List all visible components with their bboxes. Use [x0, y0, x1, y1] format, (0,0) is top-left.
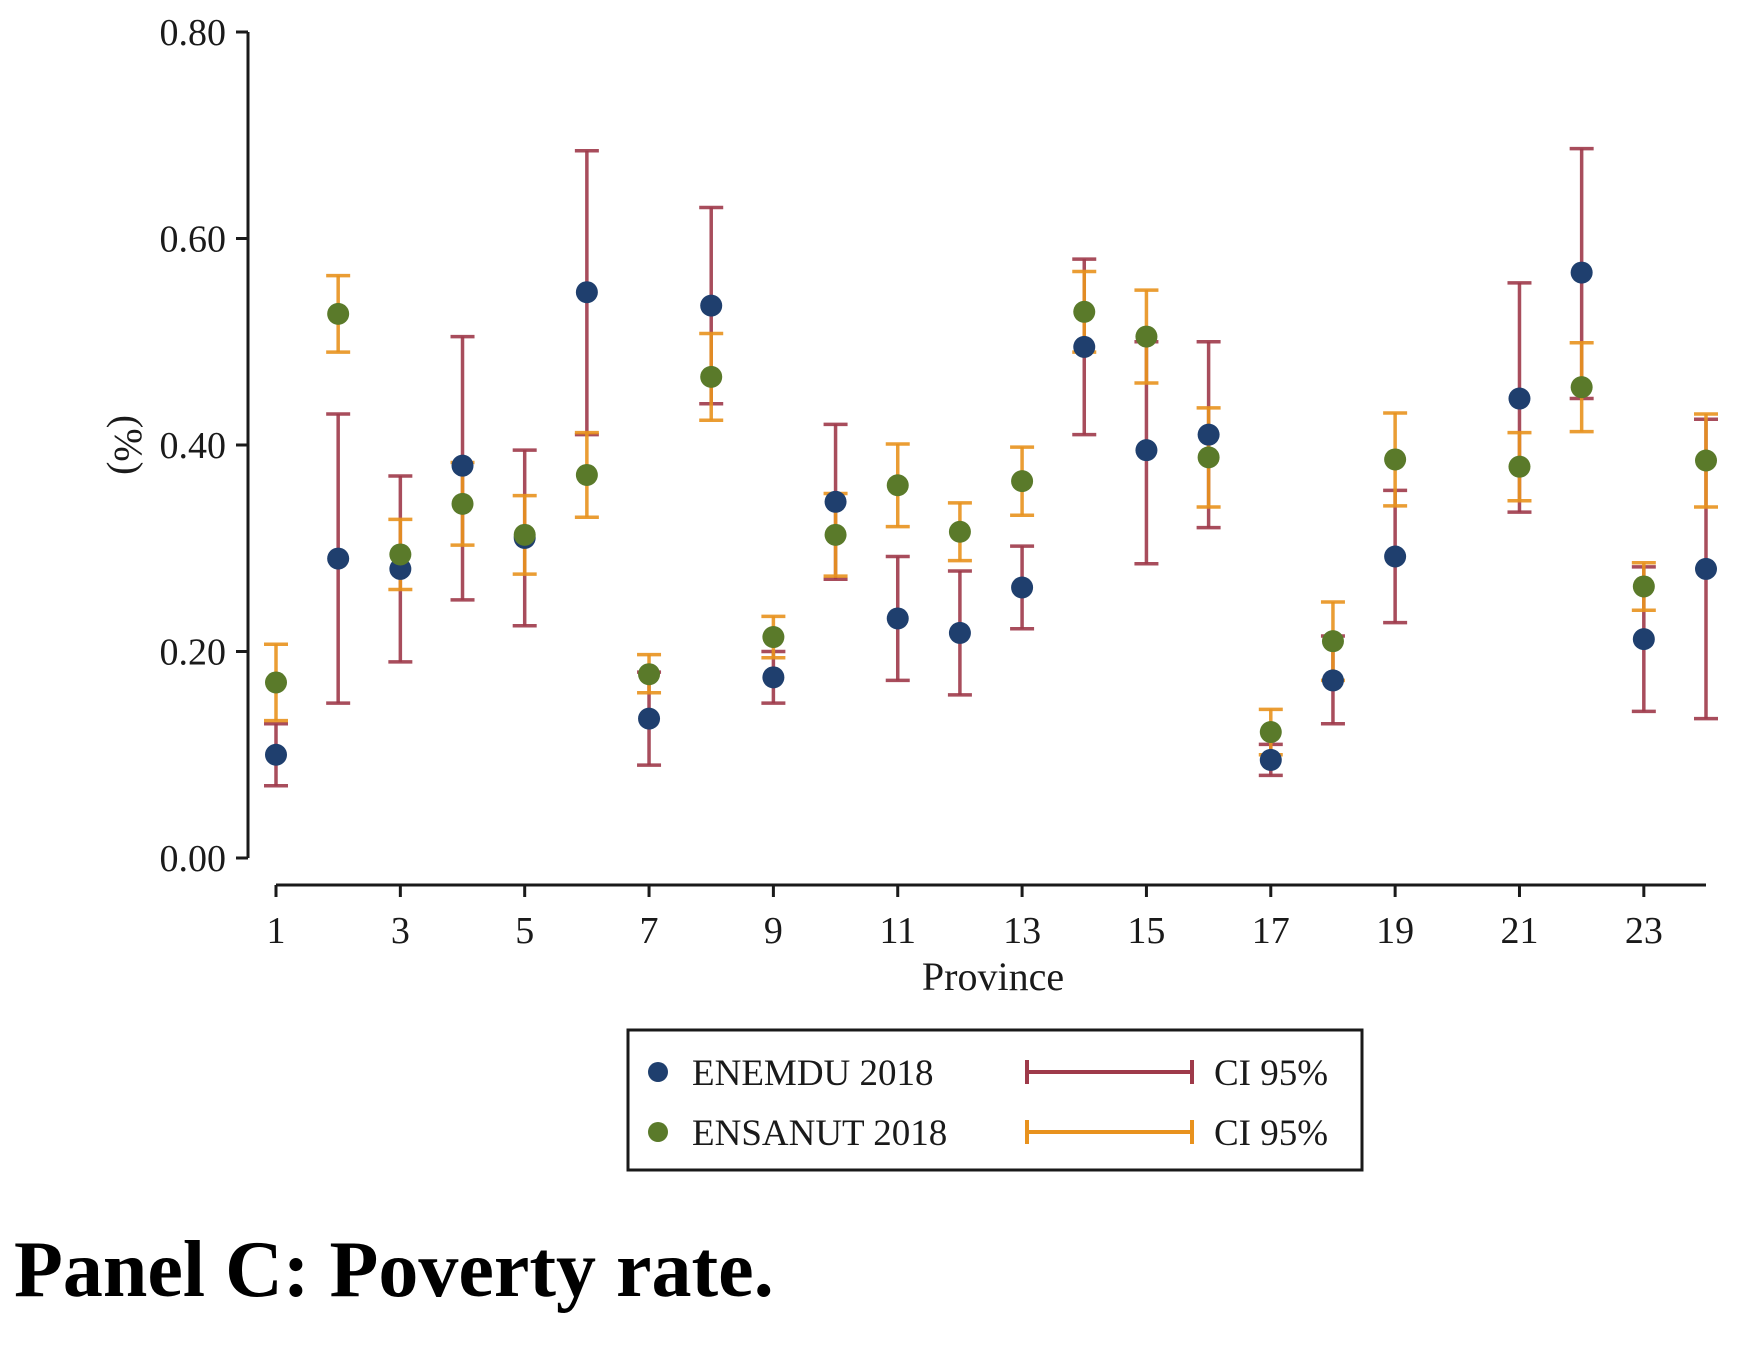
x-axis-label: Province [922, 954, 1064, 999]
x-ticks: 1 3 5 7 9 11 13 15 17 19 21 23 [267, 885, 1663, 952]
legend-marker-enemdu [648, 1062, 668, 1082]
y-tick-label: 0.40 [160, 425, 227, 467]
point-enemdu [1321, 669, 1344, 692]
x-tick-label: 19 [1376, 910, 1414, 952]
point-ensanut [1695, 449, 1717, 472]
point-enemdu [265, 743, 287, 766]
point-enemdu [1695, 557, 1717, 580]
point-ensanut [762, 626, 785, 649]
point-ensanut [948, 520, 971, 543]
legend-ci-label-enemdu: CI 95% [1214, 1053, 1328, 1094]
point-enemdu [327, 547, 350, 570]
point-enemdu [575, 281, 598, 304]
x-tick-label: 9 [764, 910, 783, 952]
figure-caption: Panel C: Poverty rate. [14, 1226, 774, 1314]
legend-ci-enemdu [1025, 1060, 1194, 1084]
point-enemdu [1508, 387, 1531, 410]
point-ensanut [389, 543, 412, 566]
x-tick-label: 5 [515, 910, 534, 952]
x-tick-label: 13 [1003, 910, 1041, 952]
point-enemdu [1632, 628, 1655, 651]
point-enemdu [886, 607, 909, 630]
point-ensanut [886, 474, 909, 497]
x-tick-label: 17 [1252, 910, 1290, 952]
legend: ENEMDU 2018 CI 95% ENSANUT 2018 CI 95% [626, 1028, 1364, 1172]
x-tick-label: 21 [1500, 910, 1538, 952]
point-enemdu [1197, 423, 1220, 446]
y-ticks: 0.00 0.20 0.40 0.60 0.80 [160, 12, 248, 880]
point-enemdu [451, 454, 474, 477]
x-tick-label: 11 [879, 910, 916, 952]
y-tick-label: 0.80 [160, 12, 227, 54]
legend-label-enemdu: ENEMDU 2018 [692, 1053, 934, 1094]
point-ensanut [265, 671, 287, 694]
x-tick-label: 7 [640, 910, 659, 952]
data-points [265, 261, 1717, 771]
point-ensanut [824, 523, 847, 546]
y-tick-label: 0.60 [160, 219, 227, 261]
point-ensanut [1135, 325, 1158, 348]
point-enemdu [1011, 576, 1034, 599]
point-enemdu [1570, 261, 1593, 284]
legend-ci-ensanut [1025, 1120, 1194, 1144]
point-enemdu [1073, 335, 1096, 358]
y-tick-label: 0.20 [160, 632, 227, 674]
point-ensanut [1384, 448, 1407, 471]
y-axis-label: (%) [106, 415, 151, 475]
point-ensanut [700, 365, 723, 388]
point-enemdu [762, 666, 785, 689]
point-ensanut [638, 663, 661, 686]
point-ensanut [1011, 470, 1034, 493]
point-enemdu [1384, 545, 1407, 568]
point-ensanut [1321, 630, 1344, 653]
point-ensanut [1073, 300, 1096, 323]
point-ensanut [1197, 446, 1220, 469]
point-enemdu [1135, 439, 1158, 462]
point-ensanut [1508, 455, 1531, 478]
x-tick-label: 23 [1625, 910, 1663, 952]
legend-box [626, 1028, 1364, 1172]
point-ensanut [1570, 376, 1593, 399]
point-ensanut [327, 302, 350, 325]
point-ensanut [513, 523, 536, 546]
point-enemdu [700, 294, 723, 317]
point-enemdu [948, 621, 971, 644]
point-ensanut [575, 463, 598, 486]
legend-marker-ensanut [648, 1122, 668, 1142]
point-enemdu [1259, 748, 1282, 771]
x-tick-label: 1 [267, 910, 286, 952]
x-tick-label: 3 [391, 910, 410, 952]
error-bars [264, 146, 1718, 788]
y-tick-label: 0.00 [160, 838, 227, 880]
legend-label-ensanut: ENSANUT 2018 [692, 1113, 947, 1154]
point-ensanut [1259, 721, 1282, 744]
point-ensanut [451, 492, 474, 515]
point-ensanut [1632, 575, 1655, 598]
point-enemdu [638, 707, 661, 730]
x-tick-label: 15 [1127, 910, 1165, 952]
legend-ci-label-ensanut: CI 95% [1214, 1113, 1328, 1154]
point-enemdu [824, 490, 847, 513]
